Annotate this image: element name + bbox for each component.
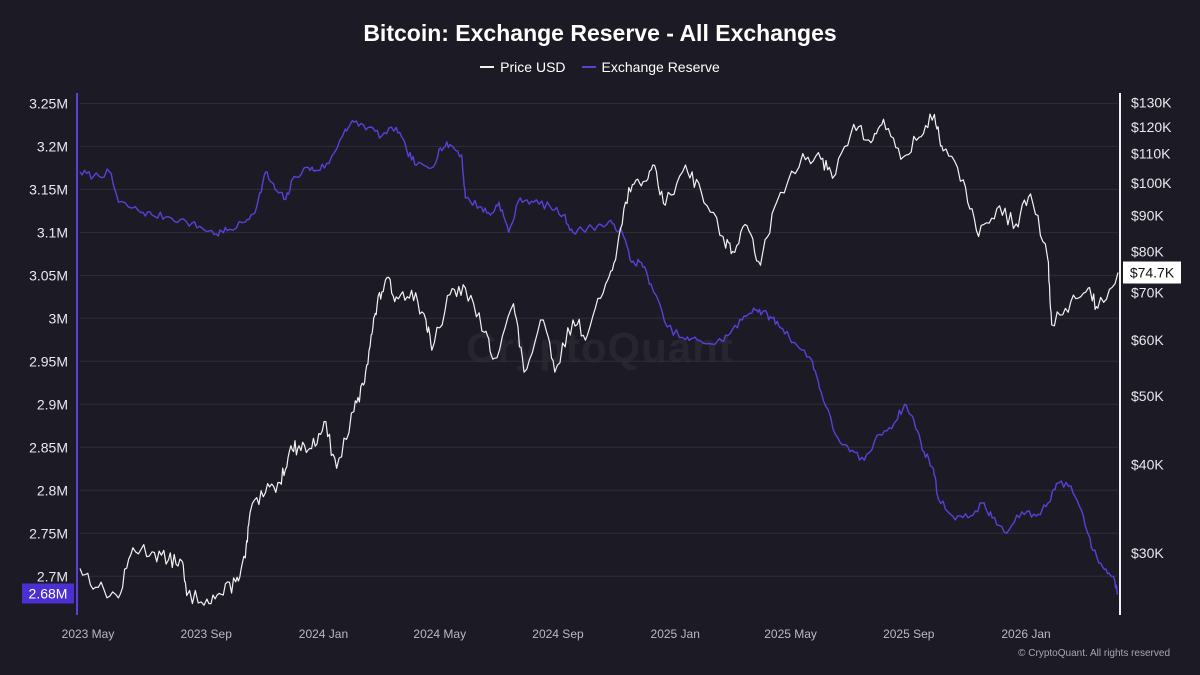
x-tick-label: 2024 Jan bbox=[299, 627, 348, 641]
legend-swatch-price bbox=[480, 66, 495, 68]
x-tick-label: 2025 Sep bbox=[883, 627, 935, 641]
grid-lines bbox=[80, 102, 1118, 577]
y-left-tick-label: 2.8M bbox=[37, 482, 68, 498]
y-right-tick-label: $100K bbox=[1131, 175, 1172, 191]
y-right-tick-label: $50K bbox=[1131, 388, 1164, 404]
x-tick-label: 2024 May bbox=[413, 627, 466, 641]
y-left-tick-label: 3.05M bbox=[29, 267, 68, 283]
chart-legend: Price USD Exchange Reserve bbox=[0, 59, 1200, 75]
y-right-tick-label: $90K bbox=[1131, 207, 1164, 223]
x-tick-label: 2025 May bbox=[764, 627, 817, 641]
y-left-tick-label: 2.95M bbox=[29, 353, 68, 369]
current-reserve-badge bbox=[22, 583, 74, 604]
series-line-price-usd bbox=[79, 113, 1119, 606]
y-right-tick-label: $60K bbox=[1131, 332, 1164, 348]
y-right-tick-label: $30K bbox=[1131, 545, 1164, 561]
axes bbox=[76, 93, 1121, 615]
y-left-tick-label: 3.1M bbox=[37, 224, 68, 240]
y-right-tick-label: $130K bbox=[1131, 94, 1172, 110]
series-layer bbox=[79, 113, 1119, 606]
y-left-tick-label: 3.2M bbox=[37, 138, 68, 154]
y-left-tick-label: 3.15M bbox=[29, 181, 68, 197]
y-right-tick-label: $70K bbox=[1131, 284, 1164, 300]
legend-item-price[interactable]: Price USD bbox=[480, 59, 566, 75]
current-reserve-label: 2.68M bbox=[29, 586, 68, 602]
y-left-tick-label: 3M bbox=[49, 310, 68, 326]
y-left-tick-label: 2.75M bbox=[29, 525, 68, 541]
x-tick-label: 2023 Sep bbox=[181, 627, 233, 641]
x-tick-label: 2025 Jan bbox=[651, 627, 700, 641]
legend-swatch-reserve bbox=[581, 66, 596, 68]
watermark: CryptoQuant bbox=[466, 324, 734, 371]
legend-label-price: Price USD bbox=[500, 59, 566, 75]
current-price-label: $74.7K bbox=[1130, 265, 1175, 281]
copyright-notice: © CryptoQuant. All rights reserved bbox=[1018, 648, 1170, 659]
y-right-tick-label: $120K bbox=[1131, 119, 1172, 135]
y-left-tick-label: 2.9M bbox=[37, 396, 68, 412]
x-tick-label: 2023 May bbox=[62, 627, 115, 641]
axis-labels: 3.25M 3.2M 3.15M 3.1M 3.05M 3M 2.95M 2.9M 2.85M 2… bbox=[22, 94, 1181, 641]
series-line-exchange-reserve bbox=[79, 119, 1119, 595]
y-left-tick-label: 3.25M bbox=[29, 95, 68, 111]
current-price-badge bbox=[1123, 261, 1181, 284]
legend-item-reserve[interactable]: Exchange Reserve bbox=[581, 59, 720, 75]
y-left-tick-label: 2.85M bbox=[29, 439, 68, 455]
chart-title: Bitcoin: Exchange Reserve - All Exchange… bbox=[363, 20, 837, 46]
legend-label-reserve: Exchange Reserve bbox=[601, 59, 720, 75]
y-right-tick-label: $110K bbox=[1131, 146, 1171, 162]
y-right-tick-label: $40K bbox=[1131, 456, 1164, 472]
y-left-tick-label: 2.7M bbox=[37, 568, 68, 584]
x-tick-label: 2024 Sep bbox=[532, 627, 584, 641]
x-tick-label: 2026 Jan bbox=[1001, 627, 1050, 641]
y-right-tick-label: $80K bbox=[1131, 243, 1164, 259]
